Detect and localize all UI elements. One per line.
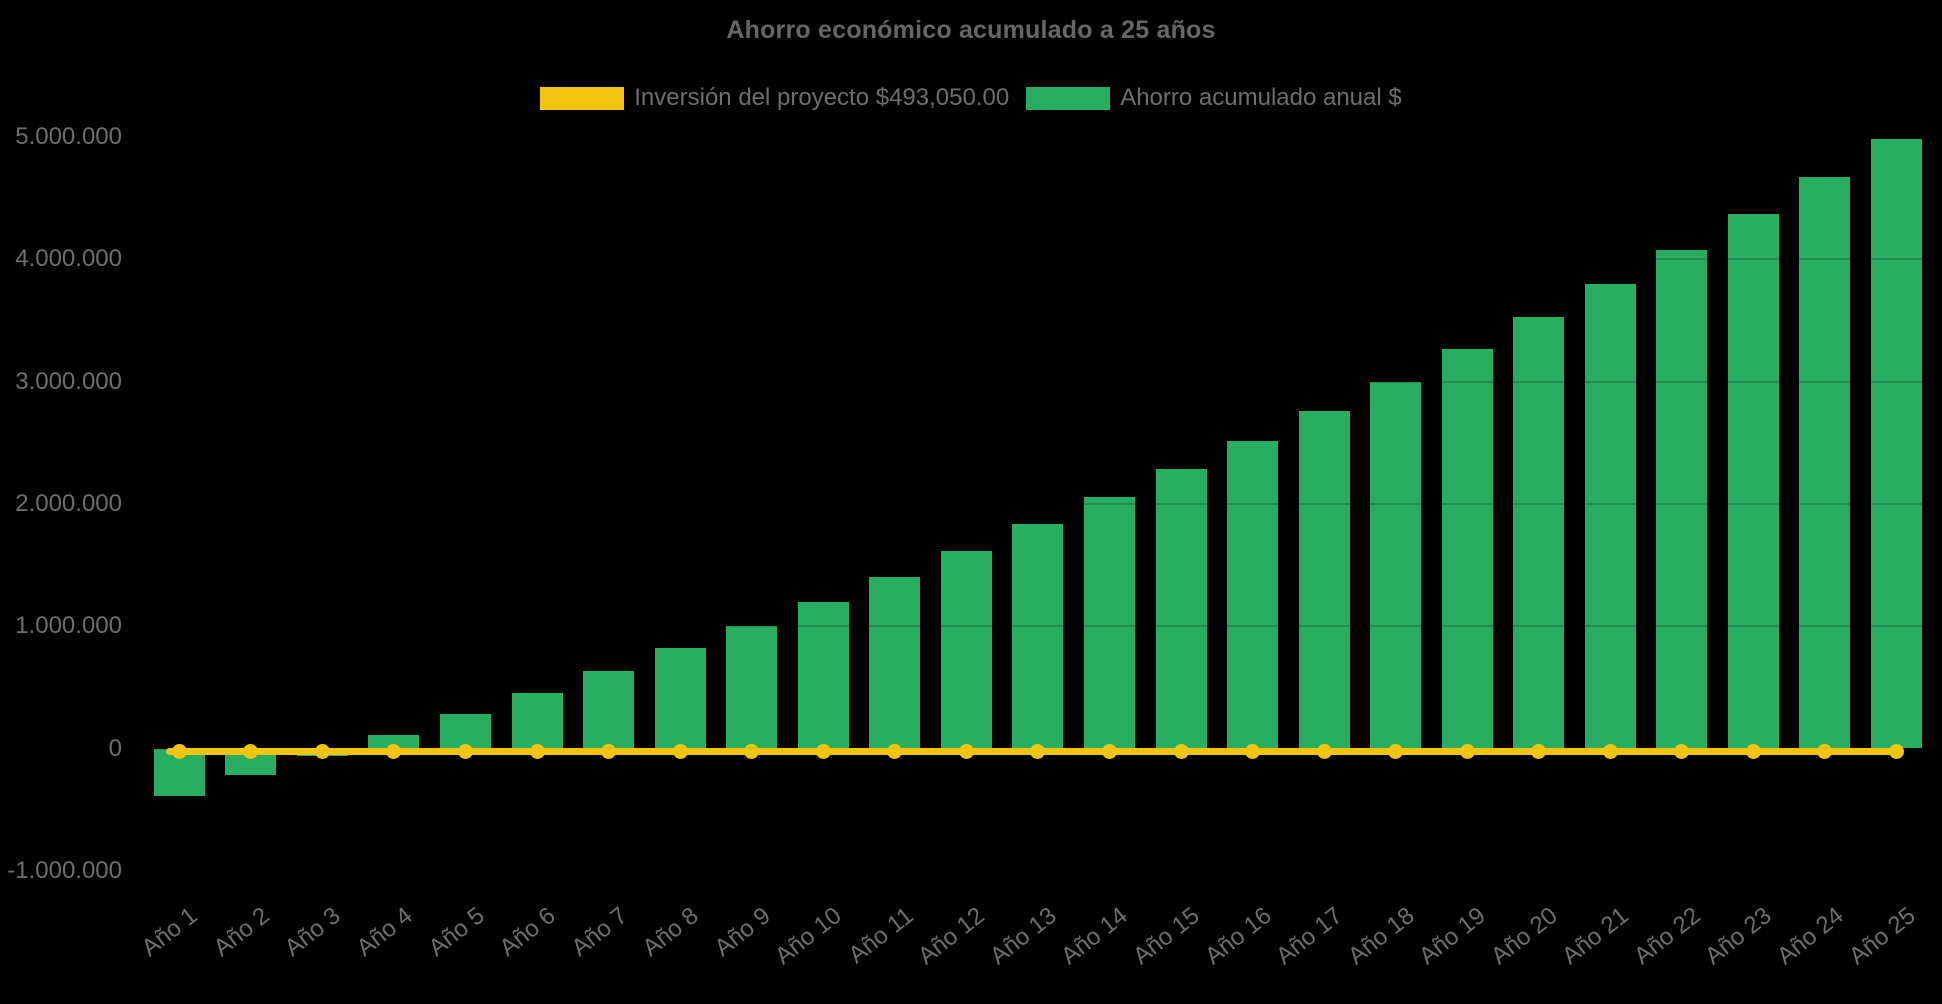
bar-año-22[interactable] xyxy=(1656,249,1708,749)
bar-año-25[interactable] xyxy=(1871,139,1922,749)
investment-point-13[interactable] xyxy=(1030,744,1046,759)
gridline xyxy=(140,258,1923,261)
gridline xyxy=(140,625,1923,628)
bar-año-16[interactable] xyxy=(1227,440,1279,749)
bar-año-11[interactable] xyxy=(869,576,921,749)
gridline xyxy=(140,136,1923,138)
legend-label-0: Inversión del proyecto $493,050.00 xyxy=(634,84,1010,111)
bar-año-15[interactable] xyxy=(1155,469,1207,749)
investment-point-11[interactable] xyxy=(887,744,903,759)
gridline xyxy=(140,869,1923,872)
bar-año-12[interactable] xyxy=(940,550,992,749)
chart-title: Ahorro económico acumulado a 25 años xyxy=(726,16,1216,44)
y-tick-label: -1.000.000 xyxy=(7,856,122,884)
bar-año-24[interactable] xyxy=(1799,177,1851,749)
investment-point-15[interactable] xyxy=(1173,744,1189,759)
investment-point-1[interactable] xyxy=(171,744,187,759)
bar-año-21[interactable] xyxy=(1584,283,1636,749)
investment-point-12[interactable] xyxy=(958,744,974,759)
bar-año-13[interactable] xyxy=(1012,524,1064,749)
investment-point-8[interactable] xyxy=(672,744,688,759)
gridline xyxy=(140,502,1923,505)
accumulated-savings-chart: Ahorro económico acumulado a 25 años Inv… xyxy=(0,16,1942,970)
legend-item-1[interactable]: Ahorro acumulado anual $ xyxy=(1026,84,1402,112)
investment-point-10[interactable] xyxy=(815,744,831,759)
y-tick-label: 0 xyxy=(108,734,122,762)
legend-item-0[interactable]: Inversión del proyecto $493,050.00 xyxy=(540,84,1009,112)
investment-point-19[interactable] xyxy=(1459,744,1475,759)
y-tick-label: 5.000.000 xyxy=(15,123,122,150)
legend-swatch-0 xyxy=(540,86,625,110)
investment-point-2[interactable] xyxy=(243,744,259,759)
legend-swatch-1 xyxy=(1026,86,1111,110)
investment-point-6[interactable] xyxy=(529,744,545,759)
bar-año-9[interactable] xyxy=(726,625,778,749)
investment-point-24[interactable] xyxy=(1817,744,1833,759)
investment-point-16[interactable] xyxy=(1245,744,1261,759)
bar-año-18[interactable] xyxy=(1370,381,1422,749)
bar-año-19[interactable] xyxy=(1441,348,1493,749)
investment-point-21[interactable] xyxy=(1602,744,1618,759)
bar-año-7[interactable] xyxy=(583,671,635,749)
bar-año-10[interactable] xyxy=(797,601,849,749)
investment-point-14[interactable] xyxy=(1101,744,1117,759)
bar-año-8[interactable] xyxy=(654,648,706,749)
investment-point-25[interactable] xyxy=(1889,744,1904,759)
investment-point-4[interactable] xyxy=(386,744,402,759)
bar-año-23[interactable] xyxy=(1727,214,1779,749)
y-tick-label: 2.000.000 xyxy=(15,489,122,517)
bar-año-4[interactable] xyxy=(368,735,420,749)
investment-point-17[interactable] xyxy=(1316,744,1332,759)
y-tick-label: 4.000.000 xyxy=(15,245,122,273)
legend-label-1: Ahorro acumulado anual $ xyxy=(1120,84,1402,111)
bar-año-6[interactable] xyxy=(511,693,563,749)
investment-point-3[interactable] xyxy=(314,744,330,759)
investment-point-5[interactable] xyxy=(458,744,473,759)
investment-point-20[interactable] xyxy=(1531,744,1547,759)
investment-point-18[interactable] xyxy=(1388,744,1404,759)
investment-point-7[interactable] xyxy=(601,744,617,759)
investment-point-9[interactable] xyxy=(744,744,760,759)
bar-año-5[interactable] xyxy=(440,713,491,749)
y-tick-label: 1.000.000 xyxy=(15,612,122,640)
y-tick-label: 3.000.000 xyxy=(15,367,122,395)
chart-legend: Inversión del proyecto $493,050.00 Ahorro… xyxy=(0,84,1942,112)
gridline xyxy=(140,380,1923,383)
bar-año-20[interactable] xyxy=(1513,316,1565,749)
bar-año-17[interactable] xyxy=(1298,410,1350,749)
investment-point-22[interactable] xyxy=(1674,744,1690,759)
investment-point-23[interactable] xyxy=(1745,744,1761,759)
bar-año-14[interactable] xyxy=(1083,497,1135,749)
